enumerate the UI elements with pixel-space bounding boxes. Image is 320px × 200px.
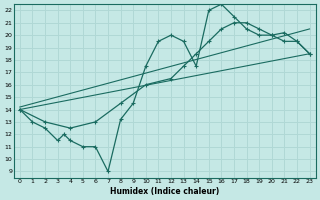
X-axis label: Humidex (Indice chaleur): Humidex (Indice chaleur) [110, 187, 219, 196]
